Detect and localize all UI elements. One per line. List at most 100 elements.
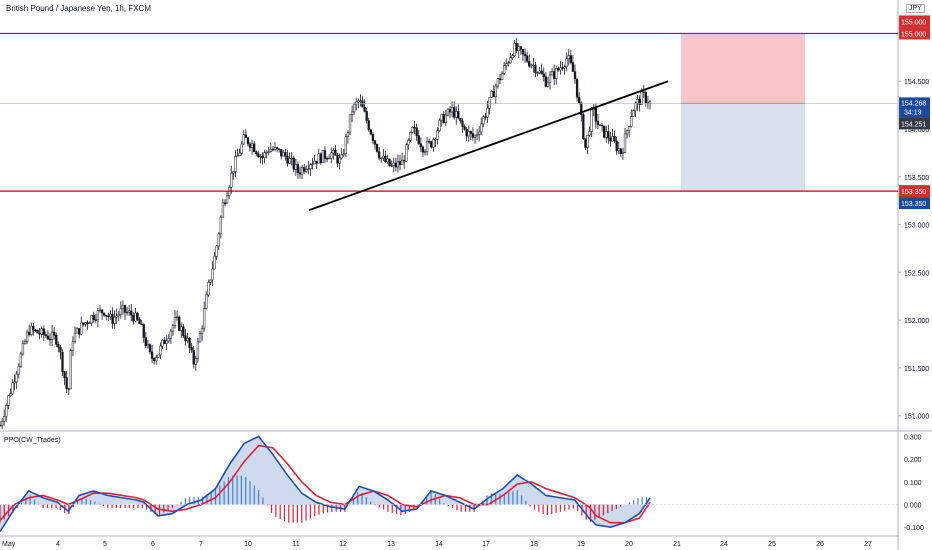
candle-body bbox=[415, 127, 418, 136]
candle-body bbox=[565, 58, 568, 68]
candle-body bbox=[5, 405, 8, 417]
candle-body bbox=[121, 305, 125, 309]
candle-body bbox=[598, 124, 602, 126]
long-short-position-tool[interactable] bbox=[681, 33, 805, 192]
candle-body bbox=[307, 168, 310, 170]
candle-body bbox=[55, 335, 58, 345]
candle-body bbox=[621, 152, 625, 154]
price-tick-label: 153.000 bbox=[904, 223, 929, 230]
candle-body bbox=[432, 139, 435, 148]
candle-body bbox=[578, 96, 581, 104]
drawn-lines[interactable] bbox=[0, 32, 898, 212]
candle-body bbox=[486, 107, 489, 118]
candle-body bbox=[113, 317, 116, 324]
candle-body bbox=[178, 316, 181, 331]
candle-body bbox=[594, 107, 597, 122]
candle-body bbox=[632, 110, 635, 117]
candle-body bbox=[103, 312, 106, 316]
candle-body bbox=[350, 111, 354, 115]
candle-body bbox=[105, 315, 108, 317]
tag-support-blue: 153.350 bbox=[901, 201, 926, 208]
candle-body bbox=[261, 156, 264, 158]
candle-body bbox=[609, 137, 612, 142]
tag-last-close-bg bbox=[899, 117, 930, 130]
tag-current-bg bbox=[899, 97, 930, 118]
candle-body bbox=[388, 158, 391, 166]
tag-countdown: 34:19 bbox=[904, 109, 922, 116]
candle-body bbox=[232, 171, 235, 174]
candle-body bbox=[200, 327, 204, 335]
candle-body bbox=[346, 132, 350, 137]
candle-body bbox=[275, 147, 279, 150]
candle-body bbox=[319, 153, 322, 163]
candle-body bbox=[67, 388, 70, 390]
time-tick-label: 12 bbox=[339, 541, 347, 548]
candle-body bbox=[248, 143, 252, 148]
candle-body bbox=[42, 328, 45, 335]
ppo-line bbox=[0, 435, 651, 533]
candle-body bbox=[453, 107, 456, 118]
candle-body bbox=[163, 339, 166, 344]
time-tick-label: 7 bbox=[199, 541, 203, 548]
candle-body bbox=[419, 143, 422, 148]
candle-body bbox=[146, 344, 150, 347]
candle-body bbox=[194, 358, 197, 365]
price-tick-label: 151.500 bbox=[904, 366, 929, 373]
candle-body bbox=[219, 216, 222, 235]
candle-body bbox=[478, 131, 481, 135]
candle-body bbox=[225, 195, 229, 204]
candle-body bbox=[471, 133, 475, 138]
candle-body bbox=[394, 162, 397, 168]
candle-body bbox=[269, 148, 272, 153]
candle-body bbox=[23, 341, 27, 344]
candle-body bbox=[32, 325, 35, 331]
candle-body bbox=[596, 120, 600, 125]
candle-body bbox=[290, 157, 293, 160]
candle-body bbox=[186, 338, 189, 341]
candle-body bbox=[542, 73, 545, 78]
candle-body bbox=[65, 377, 68, 389]
candle-body bbox=[509, 57, 512, 63]
candle-body bbox=[38, 332, 41, 335]
candle-body bbox=[13, 381, 16, 384]
candle-body bbox=[519, 46, 522, 50]
candle-body bbox=[515, 43, 518, 51]
candle-body bbox=[140, 323, 143, 325]
candle-body bbox=[323, 150, 327, 159]
candle-body bbox=[555, 68, 558, 79]
candle-body bbox=[423, 151, 427, 153]
axes: 155.000 154.500 154.000 153.500 153.000 152.5… bbox=[2, 31, 929, 548]
candle-body bbox=[150, 351, 154, 359]
candle-body bbox=[250, 143, 254, 148]
candle-body bbox=[488, 97, 491, 109]
candle-body bbox=[407, 140, 410, 145]
candle-body bbox=[600, 124, 604, 127]
candle-body bbox=[392, 162, 395, 166]
candle-body bbox=[17, 366, 20, 375]
candle-body bbox=[109, 313, 112, 318]
indicator-label[interactable]: PPO(CW_Trades) bbox=[4, 437, 61, 444]
candle-body bbox=[171, 325, 175, 332]
candle-body bbox=[461, 120, 464, 127]
candle-body bbox=[384, 155, 387, 163]
candle-body bbox=[428, 141, 431, 143]
candle-body bbox=[390, 165, 393, 167]
candle-body bbox=[503, 65, 506, 74]
candle-body bbox=[619, 148, 622, 154]
ppo-tick-label: -0.100 bbox=[904, 525, 924, 532]
candle-body bbox=[438, 119, 441, 131]
candle-body bbox=[525, 55, 529, 62]
candle-body bbox=[265, 151, 268, 154]
candle-body bbox=[465, 129, 468, 137]
candle-body bbox=[582, 114, 585, 139]
candle-body bbox=[442, 114, 445, 123]
candle-body bbox=[378, 151, 381, 159]
candle-body bbox=[223, 202, 227, 204]
price-tick-label: 152.500 bbox=[904, 270, 929, 277]
ppo-signal-line bbox=[0, 444, 651, 524]
candle-body bbox=[561, 67, 564, 69]
currency-badge[interactable]: JPY bbox=[906, 4, 925, 13]
symbol-title[interactable]: British Pound / Japanese Yen, 1h, FXCM bbox=[6, 4, 151, 13]
time-tick-label: 25 bbox=[768, 541, 776, 548]
